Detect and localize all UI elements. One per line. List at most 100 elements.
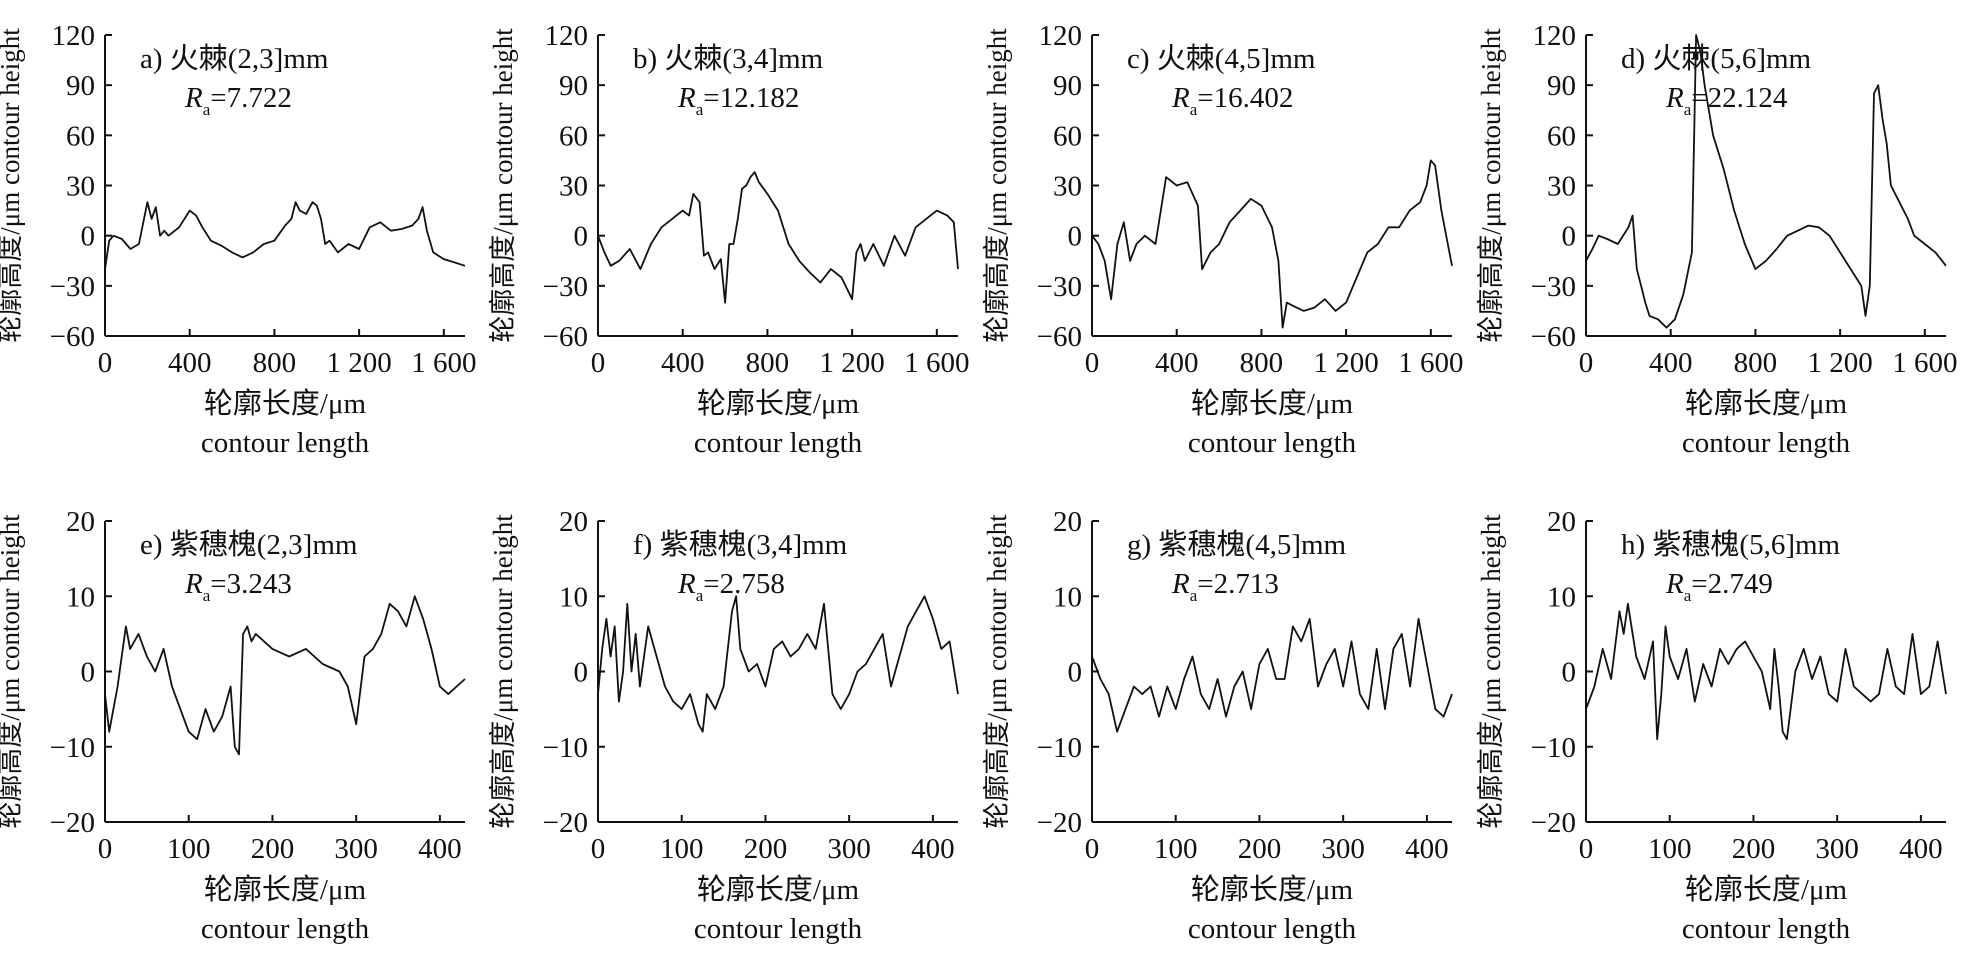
x-axis-title: 轮廓长度/μm [1191,873,1354,906]
y-axis-title: 轮廓高度/μm contour height [1476,514,1506,829]
y-tick-label: −10 [1531,732,1576,764]
x-tick-label: 1 600 [904,347,969,379]
x-tick-label: 0 [591,347,606,379]
x-tick-label: 300 [1815,833,1859,865]
x-axis-subtitle: contour length [1188,427,1357,459]
profile-line [597,595,959,733]
y-tick-label: 0 [81,657,96,689]
profile-line [104,201,466,270]
x-tick-label: 200 [1732,833,1776,865]
x-tick-label: 0 [98,347,113,379]
y-axis-title-en: contour height [488,28,518,185]
y-axis-title-en: contour height [0,514,25,671]
x-tick-label: 400 [1155,347,1199,379]
y-tick-label: −10 [50,732,95,764]
x-tick-label: 0 [1085,347,1100,379]
ra-subscript: a [1190,100,1198,119]
y-tick-label: −20 [543,807,588,839]
profile-line [597,171,959,304]
panel-title: c) 火棘(4,5]mm [1127,42,1316,75]
y-tick-label: −20 [50,807,95,839]
x-tick-label: 300 [827,833,871,865]
x-tick-label: 400 [911,833,955,865]
y-tick-label: −30 [50,271,95,303]
x-tick-label: 300 [1321,833,1365,865]
y-tick-label: 0 [81,221,96,253]
y-tick-label: −20 [1037,807,1082,839]
y-tick-label: 10 [559,581,588,613]
x-tick-label: 100 [660,833,704,865]
x-tick-label: 0 [591,833,606,865]
x-tick-label: 100 [1648,833,1692,865]
ra-symbol: R [184,82,203,114]
x-tick-label: 1 600 [1892,347,1957,379]
y-tick-label: 90 [1053,70,1082,102]
y-axis-title: 轮廓高度/μm contour height [982,28,1012,343]
ra-value: =2.713 [1197,568,1279,600]
x-axis-subtitle: contour length [694,427,863,459]
y-tick-label: −20 [1531,807,1576,839]
ra-value: =16.402 [1197,82,1293,114]
ra-symbol: R [1665,568,1684,600]
x-tick-label: 400 [1899,833,1943,865]
y-axis-title-cn: 轮廓高度/μm [0,671,25,829]
x-tick-label: 800 [746,347,790,379]
y-tick-label: 20 [66,506,95,538]
ra-symbol: R [1171,568,1190,600]
x-tick-label: 300 [334,833,378,865]
y-tick-label: 30 [1547,171,1576,203]
ra-annotation: Ra=16.402 [1171,82,1293,119]
profile-line [1585,602,1947,741]
x-tick-label: 0 [1085,833,1100,865]
x-axis-subtitle: contour length [201,427,370,459]
ra-subscript: a [203,586,211,605]
y-tick-label: −10 [1037,732,1082,764]
x-tick-label: 1 600 [411,347,476,379]
ra-subscript: a [1190,586,1198,605]
x-axis-subtitle: contour length [201,913,370,945]
x-axis-title: 轮廓长度/μm [204,387,367,420]
y-axis-title-cn: 轮廓高度/μm [1476,671,1506,829]
y-axis-title: 轮廓高度/μm contour height [0,514,25,829]
x-tick-label: 800 [1240,347,1284,379]
panel-title: h) 紫穗槐(5,6]mm [1621,528,1841,561]
ra-annotation: Ra=12.182 [677,82,799,119]
x-tick-label: 400 [1405,833,1449,865]
y-tick-label: 10 [1547,581,1576,613]
y-tick-label: −60 [50,321,95,353]
y-tick-label: 90 [1547,70,1576,102]
ra-annotation: Ra=2.749 [1665,568,1773,605]
x-tick-label: 0 [98,833,113,865]
y-tick-label: −30 [1531,271,1576,303]
profile-line [1091,617,1453,733]
x-tick-label: 200 [251,833,295,865]
y-axis-title: 轮廓高度/μm contour height [1476,28,1506,343]
x-tick-label: 400 [661,347,705,379]
y-tick-label: −60 [1037,321,1082,353]
x-tick-label: 1 200 [819,347,884,379]
y-axis-title: 轮廓高度/μm contour height [488,28,518,343]
y-tick-label: −30 [1037,271,1082,303]
y-axis-title: 轮廓高度/μm contour height [488,514,518,829]
panel-title: g) 紫穗槐(4,5]mm [1127,528,1347,561]
y-tick-label: 60 [1053,120,1082,152]
ra-value: =12.182 [703,82,799,114]
y-tick-label: 10 [66,581,95,613]
x-tick-label: 200 [744,833,788,865]
ra-annotation: Ra=2.713 [1171,568,1279,605]
x-axis-title: 轮廓长度/μm [697,387,860,420]
ra-annotation: Ra=3.243 [184,568,292,605]
x-axis-title: 轮廓长度/μm [1191,387,1354,420]
x-axis-title: 轮廓长度/μm [697,873,860,906]
y-tick-label: 120 [1039,20,1083,52]
panel-title: e) 紫穗槐(2,3]mm [140,528,358,561]
x-tick-label: 1 200 [1313,347,1378,379]
y-tick-label: −30 [543,271,588,303]
y-axis-title-cn: 轮廓高度/μm [982,185,1012,343]
y-tick-label: 20 [1053,506,1082,538]
